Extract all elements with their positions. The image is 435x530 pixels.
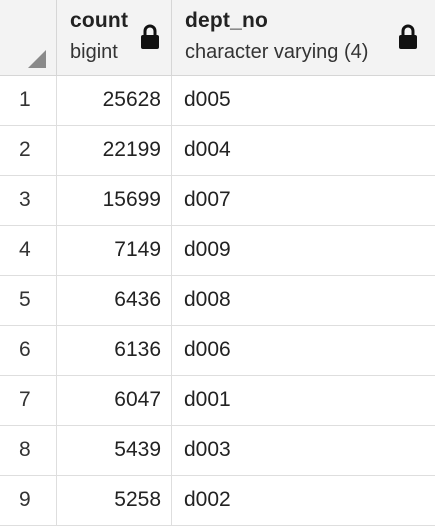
row-number-cell[interactable]: 2 (0, 126, 57, 175)
dept-no-cell[interactable]: d002 (172, 476, 435, 525)
dept-no-value: d008 (184, 288, 231, 311)
dept-no-value: d006 (184, 338, 231, 361)
row-number: 8 (19, 438, 31, 461)
row-number: 1 (19, 88, 31, 111)
table-row[interactable]: 9 5258 d002 (0, 476, 435, 526)
row-number-cell[interactable]: 6 (0, 326, 57, 375)
dept-no-cell[interactable]: d009 (172, 226, 435, 275)
table-row[interactable]: 4 7149 d009 (0, 226, 435, 276)
row-number: 7 (19, 388, 31, 411)
header-row: count bigint dept_no character varying (… (0, 0, 435, 76)
count-value: 6047 (114, 388, 161, 411)
dept-no-cell[interactable]: d001 (172, 376, 435, 425)
count-value: 22199 (102, 138, 161, 161)
count-cell[interactable]: 15699 (57, 176, 172, 225)
row-number: 3 (19, 188, 31, 211)
table-row[interactable]: 2 22199 d004 (0, 126, 435, 176)
dept-no-value: d007 (184, 188, 231, 211)
select-all-triangle-icon (28, 50, 46, 68)
dept-no-cell[interactable]: d007 (172, 176, 435, 225)
dept-no-value: d009 (184, 238, 231, 261)
column-header-count[interactable]: count bigint (57, 0, 172, 75)
dept-no-cell[interactable]: d008 (172, 276, 435, 325)
count-value: 5439 (114, 438, 161, 461)
table-row[interactable]: 1 25628 d005 (0, 76, 435, 126)
count-value: 15699 (102, 188, 161, 211)
lock-icon (141, 24, 159, 49)
column-name: dept_no (185, 9, 269, 32)
count-cell[interactable]: 22199 (57, 126, 172, 175)
table-row[interactable]: 7 6047 d001 (0, 376, 435, 426)
row-number: 2 (19, 138, 31, 161)
dept-no-value: d004 (184, 138, 231, 161)
dept-no-value: d001 (184, 388, 231, 411)
column-header-dept-no[interactable]: dept_no character varying (4) (172, 0, 435, 75)
count-cell[interactable]: 6136 (57, 326, 172, 375)
row-number: 5 (19, 288, 31, 311)
count-cell[interactable]: 25628 (57, 76, 172, 125)
table-row[interactable]: 5 6436 d008 (0, 276, 435, 326)
count-cell[interactable]: 6047 (57, 376, 172, 425)
count-value: 5258 (114, 488, 161, 511)
count-cell[interactable]: 5439 (57, 426, 172, 475)
row-number: 4 (19, 238, 31, 261)
count-value: 7149 (114, 238, 161, 261)
row-number-cell[interactable]: 4 (0, 226, 57, 275)
dept-no-cell[interactable]: d005 (172, 76, 435, 125)
row-number-cell[interactable]: 8 (0, 426, 57, 475)
row-number-cell[interactable]: 9 (0, 476, 57, 525)
dept-no-cell[interactable]: d006 (172, 326, 435, 375)
count-cell[interactable]: 6436 (57, 276, 172, 325)
count-cell[interactable]: 5258 (57, 476, 172, 525)
dept-no-cell[interactable]: d004 (172, 126, 435, 175)
row-number-cell[interactable]: 7 (0, 376, 57, 425)
table-row[interactable]: 3 15699 d007 (0, 176, 435, 226)
row-number-cell[interactable]: 1 (0, 76, 57, 125)
count-value: 25628 (102, 88, 161, 111)
row-number-cell[interactable]: 3 (0, 176, 57, 225)
dept-no-value: d003 (184, 438, 231, 461)
column-name: count (70, 9, 129, 32)
table-row[interactable]: 8 5439 d003 (0, 426, 435, 476)
row-number-cell[interactable]: 5 (0, 276, 57, 325)
count-value: 6436 (114, 288, 161, 311)
dept-no-value: d005 (184, 88, 231, 111)
select-all-corner[interactable] (0, 0, 57, 75)
row-number: 9 (19, 488, 31, 511)
count-value: 6136 (114, 338, 161, 361)
table-row[interactable]: 6 6136 d006 (0, 326, 435, 376)
column-type: bigint (70, 41, 118, 63)
row-number: 6 (19, 338, 31, 361)
count-cell[interactable]: 7149 (57, 226, 172, 275)
dept-no-value: d002 (184, 488, 231, 511)
lock-icon (399, 24, 417, 49)
column-type: character varying (4) (185, 41, 369, 63)
dept-no-cell[interactable]: d003 (172, 426, 435, 475)
